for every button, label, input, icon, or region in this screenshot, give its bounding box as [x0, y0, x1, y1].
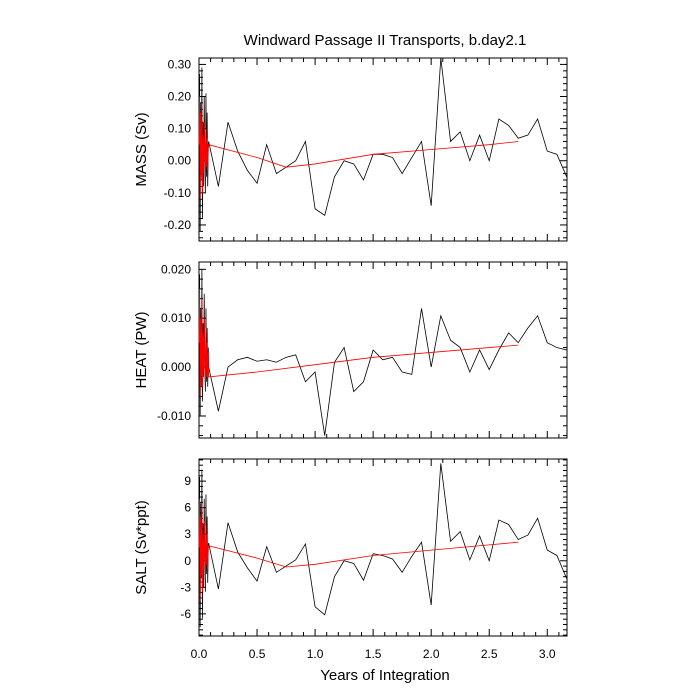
plot-frame: [198, 458, 568, 637]
panel-3: -6 -3 0 3 6 9 SALT (Sv*ppt): [133, 458, 568, 637]
y-axis-label: HEAT (PW): [133, 312, 150, 389]
x-axis-label: Years of Integration: [320, 667, 450, 684]
series-transport-line: [198, 269, 567, 436]
series-running-mean-line: [198, 498, 519, 601]
y-tick-label: -6: [180, 607, 191, 621]
y-tick-label: 0: [184, 554, 191, 568]
plot-frame: [198, 57, 568, 242]
chart-title: Windward Passage II Transports, b.day2.1: [244, 32, 527, 49]
y-tick-label: -0.10: [164, 186, 192, 200]
y-tick-label: 0.30: [168, 57, 192, 71]
y-tick-label: -0.010: [157, 409, 191, 423]
y-tick-label: -3: [180, 580, 191, 594]
y-tick-label: 0.20: [168, 90, 192, 104]
series-transport-line: [198, 57, 568, 232]
panel-1: -0.20 -0.10 0.00 0.10 0.20 0.30 MASS (Sv): [133, 57, 568, 242]
series-running-mean-line: [198, 96, 519, 200]
y-tick-label: 0.000: [161, 360, 191, 374]
x-tick-label: 3.0: [539, 647, 556, 661]
y-tick-label: 6: [184, 501, 191, 515]
x-tick-label: 1.0: [307, 647, 324, 661]
x-tick-label: 2.5: [481, 647, 498, 661]
x-tick-label: 1.5: [365, 647, 382, 661]
x-tick-label: 0.5: [249, 647, 266, 661]
y-tick-label: 0.020: [161, 262, 191, 276]
x-tick-label: 2.0: [423, 647, 440, 661]
y-tick-label: 0.010: [161, 311, 191, 325]
y-tick-label: 3: [184, 527, 191, 541]
plot-frame: [198, 261, 568, 439]
y-tick-label: -0.20: [164, 218, 192, 232]
panel-2: -0.010 0.000 0.010 0.020 HEAT (PW): [133, 261, 568, 439]
y-tick-label: 9: [184, 474, 191, 488]
x-tick-label: 0.0: [191, 647, 208, 661]
series-transport-line: [198, 463, 568, 628]
y-tick-label: 0.10: [168, 122, 192, 136]
y-axis-label: MASS (Sv): [133, 112, 150, 186]
y-tick-label: 0.00: [168, 154, 192, 168]
y-axis-label: SALT (Sv*ppt): [133, 500, 150, 594]
series-running-mean-line: [198, 288, 519, 397]
